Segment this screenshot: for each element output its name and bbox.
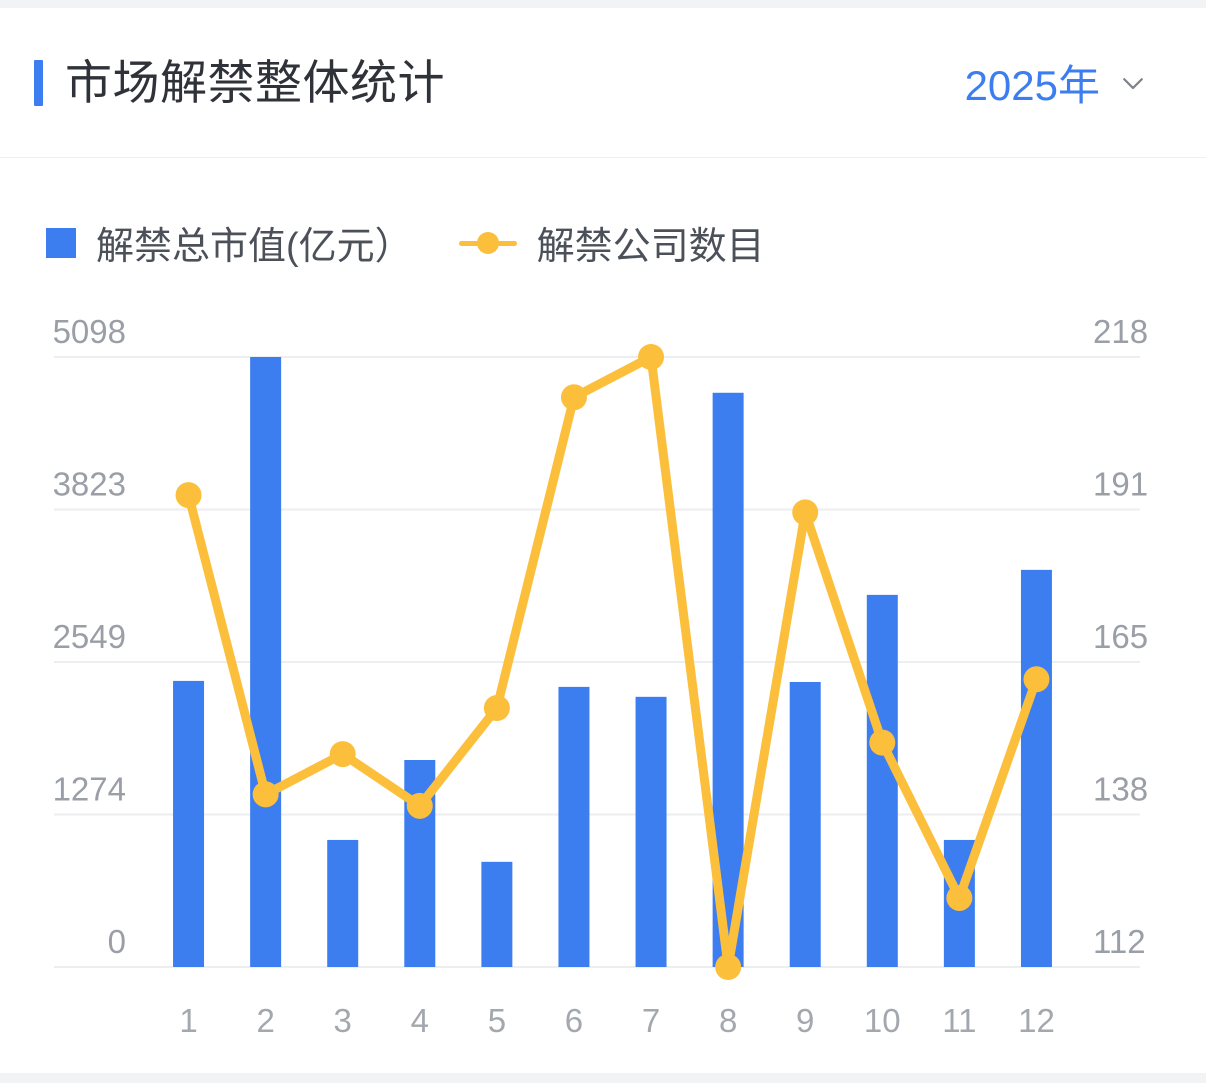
chart-bars	[173, 357, 1052, 968]
legend-item-bar[interactable]: 解禁总市值(亿元）	[46, 215, 413, 270]
svg-text:11: 11	[942, 1002, 976, 1039]
y-axis-right-labels: 112 138 165 191 218	[1093, 313, 1148, 960]
svg-text:3823: 3823	[53, 466, 126, 503]
svg-text:191: 191	[1093, 466, 1148, 503]
legend-line-dot-icon	[458, 230, 517, 256]
title-accent-bar	[34, 59, 43, 106]
svg-text:218: 218	[1093, 313, 1148, 350]
legend-item-line-label: 解禁公司数目	[536, 226, 765, 268]
chart-gridlines	[54, 356, 1140, 968]
chart-legend: 解禁总市值(亿元） 解禁公司数目	[46, 215, 765, 270]
svg-text:8: 8	[719, 1002, 737, 1039]
chevron-down-icon	[1123, 77, 1143, 89]
svg-text:4: 4	[411, 1002, 429, 1039]
svg-text:138: 138	[1093, 771, 1148, 808]
card-header: 市场解禁整体统计 2025年	[0, 8, 1206, 158]
legend-square-icon	[46, 227, 76, 258]
svg-text:5098: 5098	[53, 313, 126, 350]
svg-text:112: 112	[1093, 923, 1146, 960]
page-title: 市场解禁整体统计	[65, 55, 445, 109]
svg-text:7: 7	[642, 1002, 660, 1039]
legend-item-line[interactable]: 解禁公司数目	[458, 215, 765, 270]
svg-text:2549: 2549	[53, 618, 126, 655]
chart-line-points	[175, 344, 1050, 980]
svg-text:9: 9	[796, 1002, 814, 1039]
x-axis-labels: 1 2 3 4 5 6 7 8 9 10 11 12	[179, 1002, 1054, 1039]
bottom-strip	[0, 1073, 1206, 1083]
chart-line	[184, 352, 1041, 972]
title-wrap: 市场解禁整体统计	[34, 55, 965, 109]
svg-text:1274: 1274	[53, 771, 126, 808]
svg-text:3: 3	[334, 1002, 352, 1039]
year-selector[interactable]: 2025年	[965, 52, 1172, 113]
svg-text:5: 5	[488, 1002, 506, 1039]
year-selector-value: 2025年	[964, 62, 1100, 109]
top-strip	[0, 0, 1206, 8]
svg-text:0: 0	[108, 923, 126, 960]
legend-item-bar-label: 解禁总市值(亿元）	[96, 226, 413, 268]
svg-text:12: 12	[1018, 1002, 1055, 1039]
y-axis-left-labels: 0 1274 2549 3823 5098	[53, 313, 126, 960]
svg-text:10: 10	[864, 1002, 901, 1039]
svg-text:6: 6	[565, 1002, 583, 1039]
svg-text:165: 165	[1093, 618, 1148, 655]
svg-text:1: 1	[179, 1002, 197, 1039]
svg-text:2: 2	[256, 1002, 274, 1039]
